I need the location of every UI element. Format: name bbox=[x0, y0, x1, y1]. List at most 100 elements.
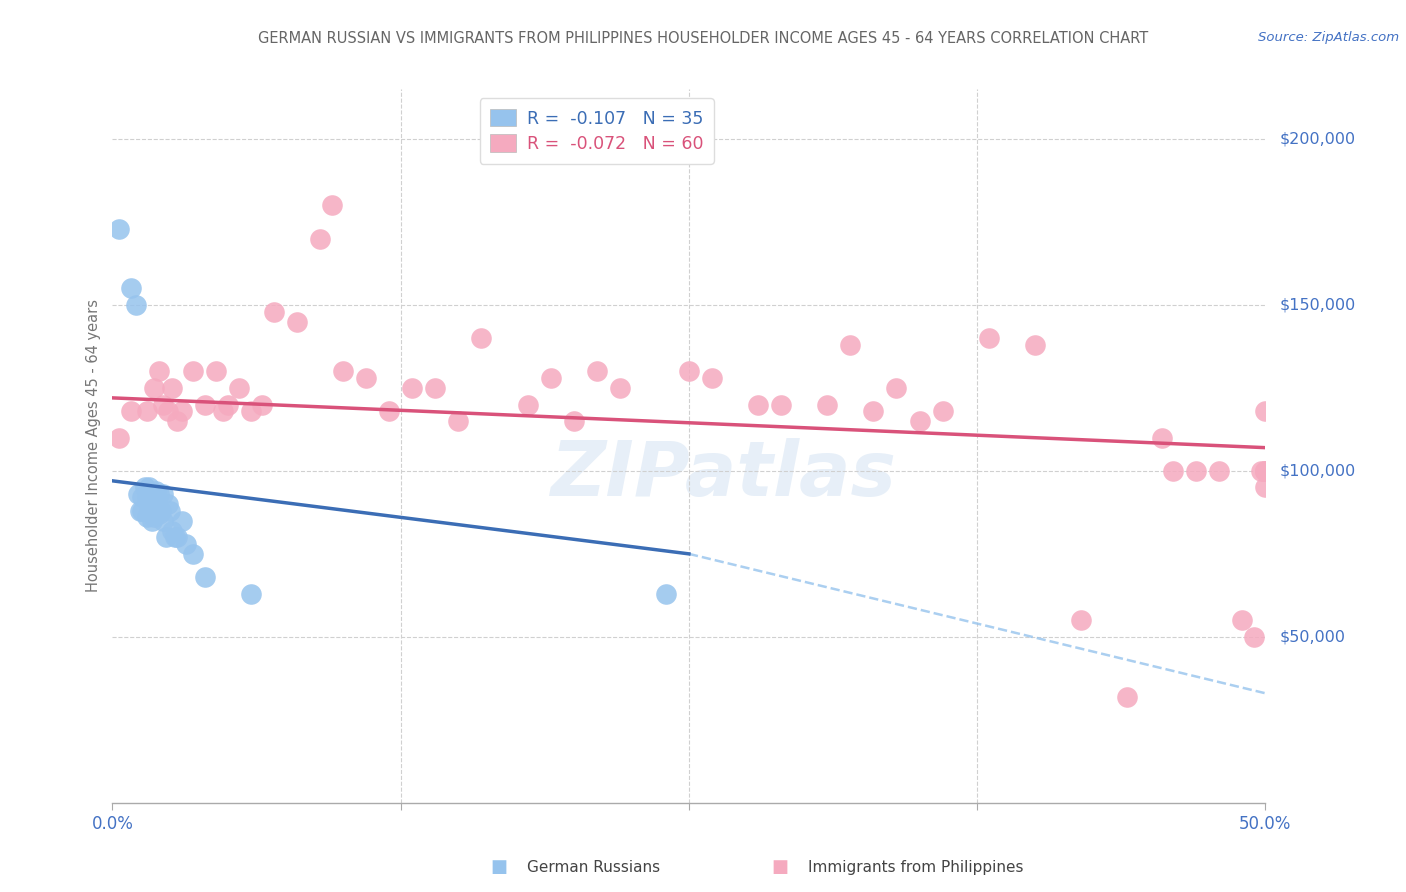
Point bbox=[886, 381, 908, 395]
Point bbox=[134, 481, 156, 495]
Point bbox=[120, 281, 142, 295]
Point bbox=[159, 504, 181, 518]
Point bbox=[309, 231, 332, 245]
Text: ■: ■ bbox=[491, 858, 508, 876]
Point bbox=[252, 397, 274, 411]
Point bbox=[162, 381, 184, 395]
Point bbox=[931, 404, 953, 418]
Point bbox=[1254, 464, 1277, 478]
Point bbox=[145, 504, 167, 518]
Point bbox=[447, 414, 470, 428]
Point bbox=[562, 414, 585, 428]
Text: GERMAN RUSSIAN VS IMMIGRANTS FROM PHILIPPINES HOUSEHOLDER INCOME AGES 45 - 64 YE: GERMAN RUSSIAN VS IMMIGRANTS FROM PHILIP… bbox=[257, 31, 1149, 46]
Point bbox=[124, 298, 146, 312]
Point bbox=[205, 364, 228, 378]
Point bbox=[143, 510, 166, 524]
Point bbox=[1070, 613, 1092, 627]
Point bbox=[136, 510, 159, 524]
Point bbox=[1161, 464, 1184, 478]
Point bbox=[131, 504, 153, 518]
Point bbox=[162, 524, 184, 538]
Point bbox=[131, 491, 153, 505]
Point bbox=[1243, 630, 1265, 644]
Point bbox=[1254, 464, 1277, 478]
Point bbox=[655, 587, 678, 601]
Point bbox=[425, 381, 447, 395]
Point bbox=[585, 364, 607, 378]
Text: $100,000: $100,000 bbox=[1279, 463, 1355, 478]
Point bbox=[239, 404, 262, 418]
Legend: R =  -0.107   N = 35, R =  -0.072   N = 60: R = -0.107 N = 35, R = -0.072 N = 60 bbox=[479, 98, 714, 164]
Point bbox=[138, 481, 160, 495]
Point bbox=[263, 304, 285, 318]
Point bbox=[747, 397, 769, 411]
Point bbox=[152, 487, 174, 501]
Point bbox=[166, 530, 188, 544]
Point bbox=[1254, 404, 1277, 418]
Point bbox=[143, 381, 166, 395]
Text: Source: ZipAtlas.com: Source: ZipAtlas.com bbox=[1258, 31, 1399, 45]
Text: $200,000: $200,000 bbox=[1279, 131, 1355, 146]
Point bbox=[770, 397, 793, 411]
Point bbox=[120, 404, 142, 418]
Point bbox=[194, 570, 217, 584]
Point bbox=[609, 381, 631, 395]
Point bbox=[141, 497, 163, 511]
Point bbox=[166, 414, 188, 428]
Point bbox=[156, 497, 179, 511]
Point bbox=[540, 371, 562, 385]
Point bbox=[156, 404, 179, 418]
Point bbox=[148, 487, 170, 501]
Point bbox=[181, 547, 204, 561]
Point bbox=[977, 331, 1000, 345]
Point bbox=[170, 404, 193, 418]
Point bbox=[1232, 613, 1254, 627]
Point bbox=[138, 504, 160, 518]
Point bbox=[174, 537, 197, 551]
Y-axis label: Householder Income Ages 45 - 64 years: Householder Income Ages 45 - 64 years bbox=[86, 300, 101, 592]
Point bbox=[1250, 464, 1272, 478]
Point bbox=[862, 404, 884, 418]
Text: Immigrants from Philippines: Immigrants from Philippines bbox=[808, 860, 1024, 874]
Point bbox=[136, 404, 159, 418]
Text: ZIPatlas: ZIPatlas bbox=[551, 438, 897, 511]
Point bbox=[354, 371, 377, 385]
Point bbox=[1254, 464, 1277, 478]
Text: $150,000: $150,000 bbox=[1279, 297, 1355, 312]
Point bbox=[108, 431, 131, 445]
Point bbox=[143, 491, 166, 505]
Point bbox=[152, 397, 174, 411]
Point bbox=[332, 364, 354, 378]
Point bbox=[908, 414, 931, 428]
Text: German Russians: German Russians bbox=[527, 860, 661, 874]
Point bbox=[148, 364, 170, 378]
Point bbox=[378, 404, 401, 418]
Point bbox=[839, 338, 862, 352]
Point bbox=[1116, 690, 1139, 704]
Point bbox=[1150, 431, 1173, 445]
Point bbox=[516, 397, 538, 411]
Point bbox=[136, 491, 159, 505]
Point bbox=[148, 507, 170, 521]
Point bbox=[129, 504, 152, 518]
Text: ■: ■ bbox=[772, 858, 789, 876]
Point bbox=[145, 483, 167, 498]
Point bbox=[163, 530, 186, 544]
Point bbox=[152, 514, 174, 528]
Point bbox=[141, 514, 163, 528]
Point bbox=[470, 331, 492, 345]
Point bbox=[149, 504, 172, 518]
Point bbox=[1208, 464, 1230, 478]
Point bbox=[1254, 481, 1277, 495]
Point bbox=[321, 198, 343, 212]
Point bbox=[239, 587, 262, 601]
Point bbox=[212, 404, 235, 418]
Point bbox=[1024, 338, 1046, 352]
Point bbox=[170, 514, 193, 528]
Point bbox=[401, 381, 423, 395]
Point bbox=[285, 314, 308, 328]
Point bbox=[108, 221, 131, 235]
Point bbox=[815, 397, 838, 411]
Point bbox=[217, 397, 239, 411]
Point bbox=[155, 530, 177, 544]
